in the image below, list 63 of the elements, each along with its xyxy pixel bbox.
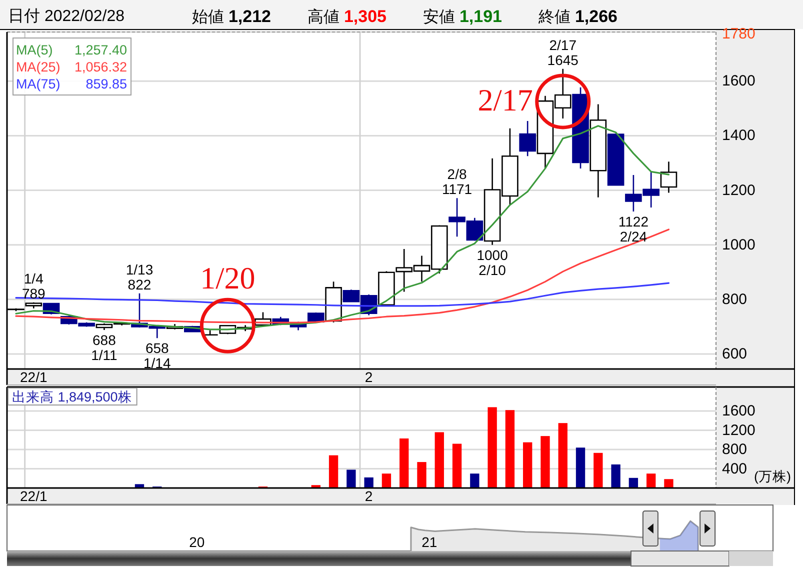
bar	[611, 464, 620, 488]
y-tick-label: 400	[722, 460, 748, 478]
chart-title: 出来高 1,849,500株	[12, 390, 132, 404]
annotation: 2/17 1645	[547, 36, 579, 68]
text: 始値 1,212	[192, 7, 271, 26]
annotation: 2/8 1171	[442, 166, 472, 198]
annotation: 1/4 789	[22, 270, 46, 302]
y-tick-label: 1200	[722, 422, 756, 439]
y-tick-label: 1780	[722, 26, 756, 42]
candlestick	[519, 120, 536, 157]
bar	[364, 477, 374, 488]
text: 終値 1,266	[538, 7, 618, 26]
bar	[470, 474, 480, 488]
text: 高値 1,305	[308, 7, 386, 26]
bar	[505, 410, 515, 488]
bar	[346, 470, 356, 488]
bar	[628, 478, 638, 488]
annotation: 1/13 822	[126, 261, 154, 292]
candlestick	[607, 132, 624, 186]
bar	[434, 432, 444, 488]
chart-title: 日付 2022/02/28	[8, 8, 125, 25]
x-tick-label: 22/1	[20, 369, 48, 385]
legend: MA(5) 1,257.40 MA(25) 1,056.32 MA(75) 859.85	[12, 38, 132, 96]
y-tick-label: 1000	[722, 236, 756, 254]
candlestick	[25, 302, 42, 310]
bar	[452, 444, 462, 488]
y-axis-title: (万株)	[754, 469, 791, 484]
candlestick	[590, 104, 607, 198]
bar	[328, 455, 338, 488]
x-tick-label: 20	[189, 534, 205, 550]
candlestick	[378, 270, 395, 307]
annotation: 658 1/14	[144, 340, 171, 372]
bar	[594, 452, 603, 488]
bar	[382, 474, 392, 488]
y-tick-label: 800	[722, 290, 748, 308]
y-tick-label: 1200	[722, 182, 756, 199]
y-tick-label: 600	[722, 345, 748, 362]
bar	[558, 423, 568, 488]
y-tick-label: 1600	[722, 72, 756, 90]
bar	[488, 407, 497, 488]
bar	[417, 462, 426, 488]
text: 安値 1,191	[423, 7, 502, 26]
y-tick-label: 1600	[722, 402, 756, 420]
annotation: 688 1/11	[91, 332, 118, 363]
y-tick-label: 1400	[722, 127, 756, 144]
x-tick-label: 21	[422, 534, 438, 550]
annotation: 1000 2/10	[476, 246, 508, 278]
bar	[400, 438, 409, 488]
bar	[576, 448, 586, 488]
annotation: 2/17	[478, 82, 533, 118]
x-tick-label: 2	[364, 488, 373, 504]
bar	[540, 436, 550, 488]
y-tick-label: 800	[722, 441, 748, 458]
line-series	[15, 125, 670, 330]
line-series	[15, 228, 670, 324]
annotation: 1122 2/24	[618, 214, 649, 245]
candlestick	[660, 160, 678, 194]
annotation: 1/20	[200, 260, 256, 296]
x-tick-label: 2	[364, 369, 373, 385]
bar	[664, 479, 674, 488]
bar	[523, 442, 532, 488]
bar	[646, 474, 656, 488]
x-tick-label: 22/1	[20, 488, 48, 504]
